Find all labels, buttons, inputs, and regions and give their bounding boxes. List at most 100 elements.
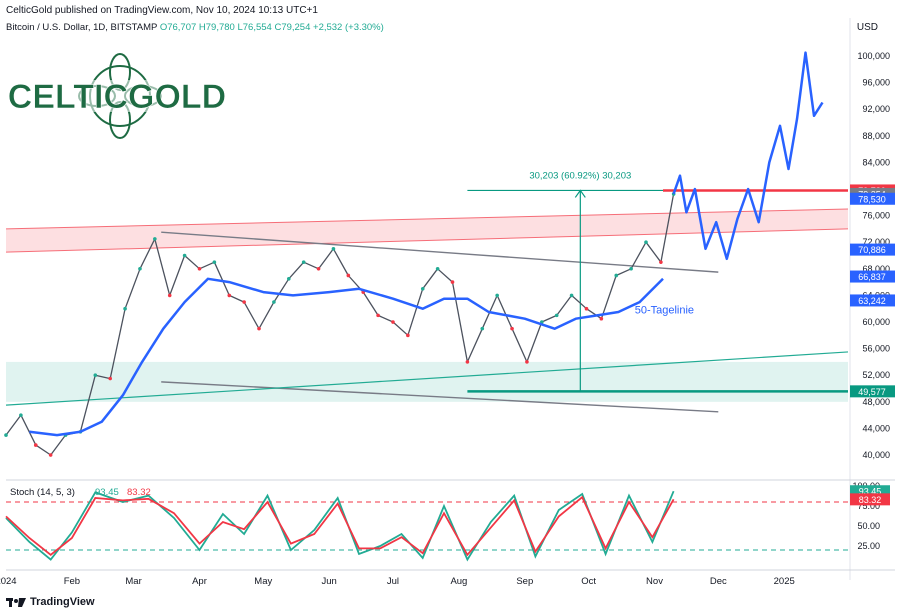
stoch-tick-label: 75.00 (857, 501, 880, 511)
price-point (465, 360, 470, 364)
price-tick-label: 48,000 (862, 397, 890, 407)
price-point (420, 286, 425, 291)
price-point (138, 267, 142, 271)
x-tick-label: Feb (64, 576, 80, 587)
price-label: 66,837 (858, 272, 886, 282)
price-pane: 30,203 (60.92%) 30,203 50-Tagelinie 100,00… (4, 18, 895, 580)
ohlc-open: O76,707 (159, 22, 197, 33)
footer: TradingView (6, 596, 95, 608)
price-label-box (850, 385, 895, 398)
price-tick-label: 76,000 (862, 211, 890, 221)
logo: CELTICGOLD (7, 53, 227, 139)
price-point (4, 433, 8, 437)
stoch-k-value: 93.45 (95, 487, 119, 498)
price-tick-label: 56,000 (862, 344, 890, 354)
x-tick-label: Nov (646, 576, 663, 587)
price-tick-label: 92,000 (862, 104, 890, 114)
price-point (584, 306, 589, 311)
x-tick-label: 2025 (774, 576, 795, 587)
price-point (406, 333, 410, 338)
resistance-channel-top (5, 208, 849, 230)
ohlc-close: C79,254 (274, 22, 311, 33)
projection-series (672, 51, 824, 261)
price-point (316, 267, 321, 271)
lower-trend-line (161, 381, 719, 413)
price-point (93, 373, 98, 378)
price-point (301, 260, 306, 264)
long-support-line (5, 351, 849, 406)
price-point (108, 376, 112, 381)
stoch-tick-label: 50.00 (857, 521, 880, 531)
price-label: 70,886 (858, 245, 886, 255)
measure-label: 30,203 (60.92%) 30,203 (529, 170, 631, 181)
price-point (480, 326, 485, 331)
x-axis: 2024 Feb Mar Apr May Jun Jul Aug Sep Oct Nov Dec 202… (0, 576, 795, 587)
resistance-channel-bottom (5, 228, 849, 253)
price-tick-label: 96,000 (862, 78, 890, 88)
price-label: 78,530 (858, 194, 886, 204)
stoch-value-box (850, 493, 890, 506)
price-point (212, 260, 217, 264)
price-point (197, 267, 202, 271)
tradingview-logo-icon (6, 597, 26, 607)
price-tick-label: 72,000 (862, 237, 890, 247)
x-tick-label: Apr (192, 576, 207, 587)
x-tick-label: Mar (125, 576, 141, 587)
x-tick-label: May (254, 576, 272, 587)
price-point (272, 300, 276, 304)
symbol-info: Bitcoin / U.S. Dollar, 1D, BITSTAMP O76,… (6, 22, 384, 33)
price-point (599, 316, 604, 321)
x-tick-label: Jul (387, 576, 399, 587)
price-point (376, 313, 380, 318)
price-tick-label: 40,000 (862, 450, 890, 460)
x-tick-label: Dec (710, 576, 727, 587)
x-tick-label: Jun (322, 576, 337, 587)
price-point (123, 306, 127, 311)
stoch-tick-label: 25.00 (857, 541, 880, 551)
x-tick-label: Aug (450, 576, 467, 587)
price-point (495, 293, 499, 298)
support-zone (6, 361, 848, 402)
price-point (153, 237, 157, 241)
price-point (167, 293, 172, 298)
price-tick-label: 88,000 (862, 131, 890, 141)
price-point (629, 267, 633, 271)
stoch_d-series (5, 495, 675, 557)
price-point (286, 276, 291, 281)
measure-arrowhead (574, 189, 586, 198)
price-point (644, 240, 648, 244)
price-point (510, 326, 514, 331)
stoch-value-label: 83.32 (859, 495, 882, 505)
price-tick-label: 60,000 (862, 317, 890, 327)
price-tick-label: 44,000 (862, 423, 890, 433)
ma-series (29, 277, 664, 437)
price-point (525, 360, 529, 364)
ohlc-change: +2,532 (+3.30%) (313, 22, 384, 33)
price-point (346, 273, 351, 278)
x-tick-label: Oct (581, 576, 596, 587)
price-point (48, 453, 53, 457)
price-tick-label: 100,000 (857, 51, 890, 61)
resistance-channel (6, 208, 848, 253)
currency-label: USD (856, 22, 878, 33)
price-series (5, 193, 675, 456)
price-point (257, 326, 261, 331)
stoch-value-label: 93.45 (859, 487, 882, 497)
price-point (331, 247, 336, 251)
price-point (182, 253, 187, 258)
price-point (554, 313, 559, 318)
price-point (242, 300, 246, 304)
upper-trend-line (161, 231, 719, 273)
price-point (227, 293, 232, 298)
price-tick-label: 52,000 (862, 370, 890, 380)
price-point (19, 413, 23, 417)
price-tick-label: 84,000 (862, 157, 890, 167)
ohlc-high: H79,780 (198, 22, 235, 33)
price-point (391, 320, 395, 324)
price-point (614, 273, 619, 278)
x-tick-label: 2024 (0, 576, 17, 587)
price-label-box (850, 270, 895, 283)
ma-annotation: 50-Tagelinie (635, 304, 694, 316)
